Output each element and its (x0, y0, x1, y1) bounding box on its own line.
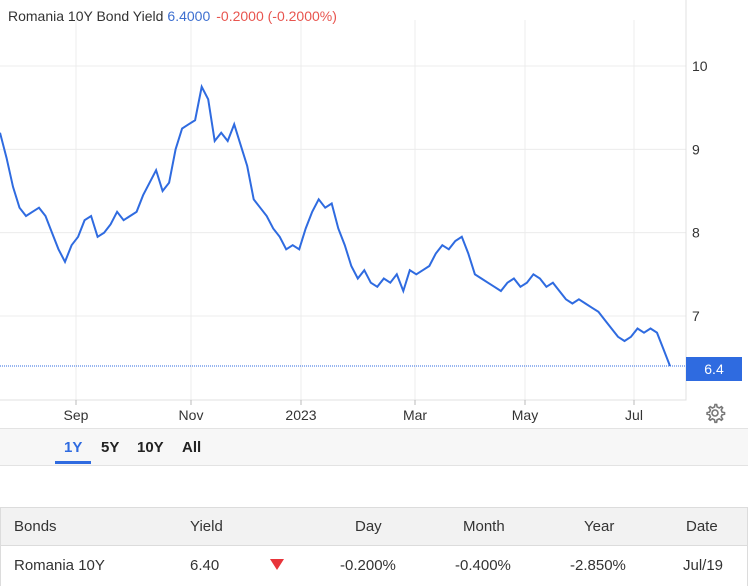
x-tick-label: Nov (179, 407, 204, 423)
y-tick-label: 8 (692, 225, 700, 241)
x-axis: Sep Nov 2023 Mar May Jul (64, 400, 643, 423)
x-tick-label: Sep (64, 407, 89, 423)
plot-border (0, 0, 687, 401)
table-row[interactable]: Romania 10Y 6.40 -0.200% -0.400% -2.850%… (1, 546, 747, 584)
header-date: Date (686, 518, 718, 535)
y-tick-label: 10 (692, 58, 708, 74)
year-change: -2.850% (570, 557, 626, 574)
range-10y-button[interactable]: 10Y (137, 439, 164, 456)
header-day: Day (355, 518, 382, 535)
chart-title-bar: Romania 10Y Bond Yield 6.4000 -0.2000 (-0.… (8, 8, 337, 24)
x-tick-label: Jul (625, 407, 643, 423)
date-value: Jul/19 (683, 557, 724, 574)
range-5y-button[interactable]: 5Y (101, 439, 120, 456)
instrument-name: Romania 10Y Bond Yield (8, 8, 164, 24)
last-price: 6.4000 (167, 8, 211, 24)
x-tick-label: May (512, 407, 538, 423)
x-tick-label: Mar (403, 407, 427, 423)
month-change: -0.400% (455, 557, 511, 574)
bonds-table: Bonds Yield Day Month Year Date Romania … (0, 507, 748, 586)
range-selector: 1Y 5Y 10Y All (0, 428, 748, 466)
y-axis: 10 9 8 7 (692, 58, 708, 324)
range-1y-button[interactable]: 1Y (64, 439, 83, 456)
yield-chart[interactable]: 10 9 8 7 Sep Nov 2023 Mar May Jul (0, 0, 752, 430)
x-tick-label: 2023 (285, 407, 316, 423)
table-header: Bonds Yield Day Month Year Date (1, 508, 747, 546)
active-range-indicator (55, 461, 91, 464)
header-yield: Yield (190, 518, 223, 535)
header-year: Year (584, 518, 615, 535)
down-triangle-icon (270, 559, 284, 570)
y-tick-label: 9 (692, 141, 700, 157)
price-change: -0.2000 (-0.2000%) (216, 8, 337, 24)
yield-value: 6.40 (190, 557, 220, 574)
header-month: Month (463, 518, 505, 535)
chart-grid (0, 0, 687, 401)
gear-icon[interactable] (704, 402, 726, 424)
yield-series-line (0, 83, 671, 367)
y-tick-label: 7 (692, 308, 700, 324)
last-value-badge: 6.4 (686, 357, 742, 381)
bond-name-link[interactable]: Romania 10Y (14, 557, 105, 574)
header-bonds: Bonds (14, 518, 57, 535)
day-change: -0.200% (340, 557, 396, 574)
range-all-button[interactable]: All (182, 439, 202, 456)
